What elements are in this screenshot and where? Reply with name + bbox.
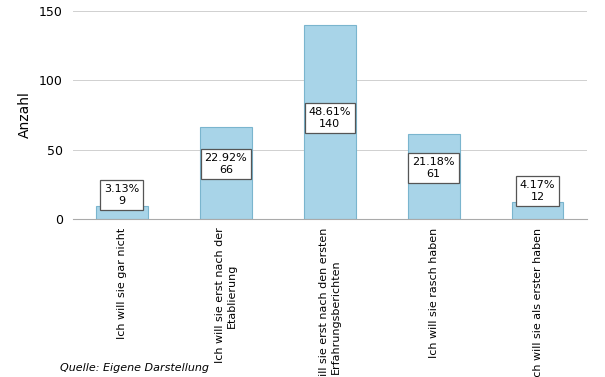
- Text: 48.61%
140: 48.61% 140: [309, 107, 351, 129]
- Text: 4.17%
12: 4.17% 12: [520, 180, 555, 202]
- Bar: [512, 202, 563, 219]
- Text: Quelle: Eigene Darstellung: Quelle: Eigene Darstellung: [60, 363, 209, 373]
- Bar: [200, 127, 252, 219]
- Bar: [96, 206, 148, 219]
- Y-axis label: Anzahl: Anzahl: [18, 92, 32, 138]
- Text: 21.18%
61: 21.18% 61: [413, 157, 455, 179]
- Text: 3.13%
9: 3.13% 9: [104, 184, 140, 206]
- Bar: [408, 134, 460, 219]
- Text: 22.92%
66: 22.92% 66: [204, 153, 247, 175]
- Bar: [304, 25, 356, 219]
